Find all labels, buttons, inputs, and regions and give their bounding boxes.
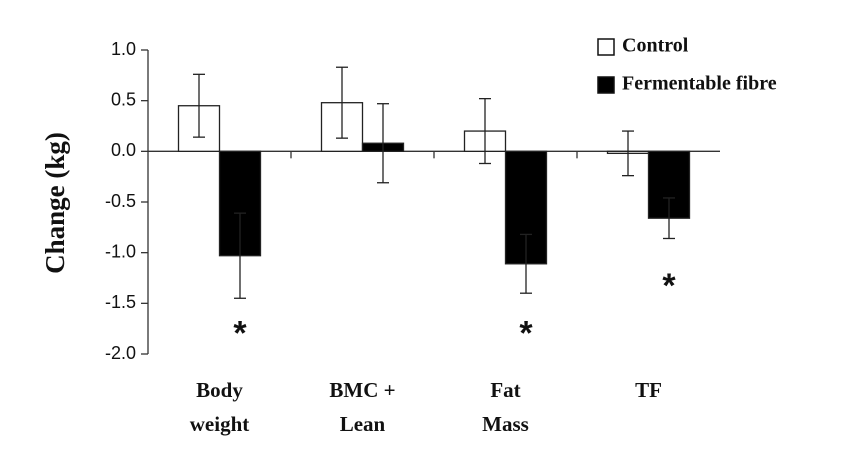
- legend-label: Fermentable fibre: [622, 73, 777, 95]
- category-label: TF: [635, 378, 662, 402]
- legend: Control Fermentable fibre: [597, 35, 777, 95]
- category-labels: Body weight BMC + Lean Fat Mass TF: [190, 378, 662, 436]
- category-label-line: TF: [635, 378, 662, 402]
- y-tick-label: 0.5: [111, 89, 136, 109]
- category-label-line: Mass: [482, 412, 529, 436]
- legend-swatch-fermentable-fibre: [597, 76, 615, 94]
- category-label-line: Lean: [340, 412, 386, 436]
- significance-star: *: [233, 315, 247, 353]
- legend-label: Control: [622, 35, 689, 57]
- y-axis-label: Change (kg): [40, 132, 70, 274]
- category-label: Body weight: [190, 378, 250, 436]
- bars: [177, 102, 691, 265]
- error-bars: [193, 66, 675, 299]
- y-tick-label: 1.0: [111, 39, 136, 59]
- category-label: BMC + Lean: [329, 378, 395, 436]
- y-tick-label: -1.0: [105, 241, 136, 261]
- y-tick-label: -1.5: [105, 292, 136, 312]
- legend-swatch-control: [597, 38, 615, 56]
- y-tick-label: -0.5: [105, 191, 136, 211]
- category-label-line: Fat: [490, 378, 520, 402]
- axes: 1.0 0.5 0.0 -0.5 -1.0 -1.5 -2.0: [105, 39, 720, 363]
- category-label-line: weight: [190, 412, 250, 436]
- significance-star: *: [662, 267, 676, 305]
- y-tick-label: 0.0: [111, 140, 136, 160]
- category-label-line: BMC +: [329, 378, 395, 402]
- significance-star: *: [519, 315, 533, 353]
- significance-markers: * * *: [233, 267, 676, 353]
- category-label: Fat Mass: [482, 378, 529, 436]
- category-label-line: Body: [196, 378, 243, 402]
- y-tick-label: -2.0: [105, 343, 136, 363]
